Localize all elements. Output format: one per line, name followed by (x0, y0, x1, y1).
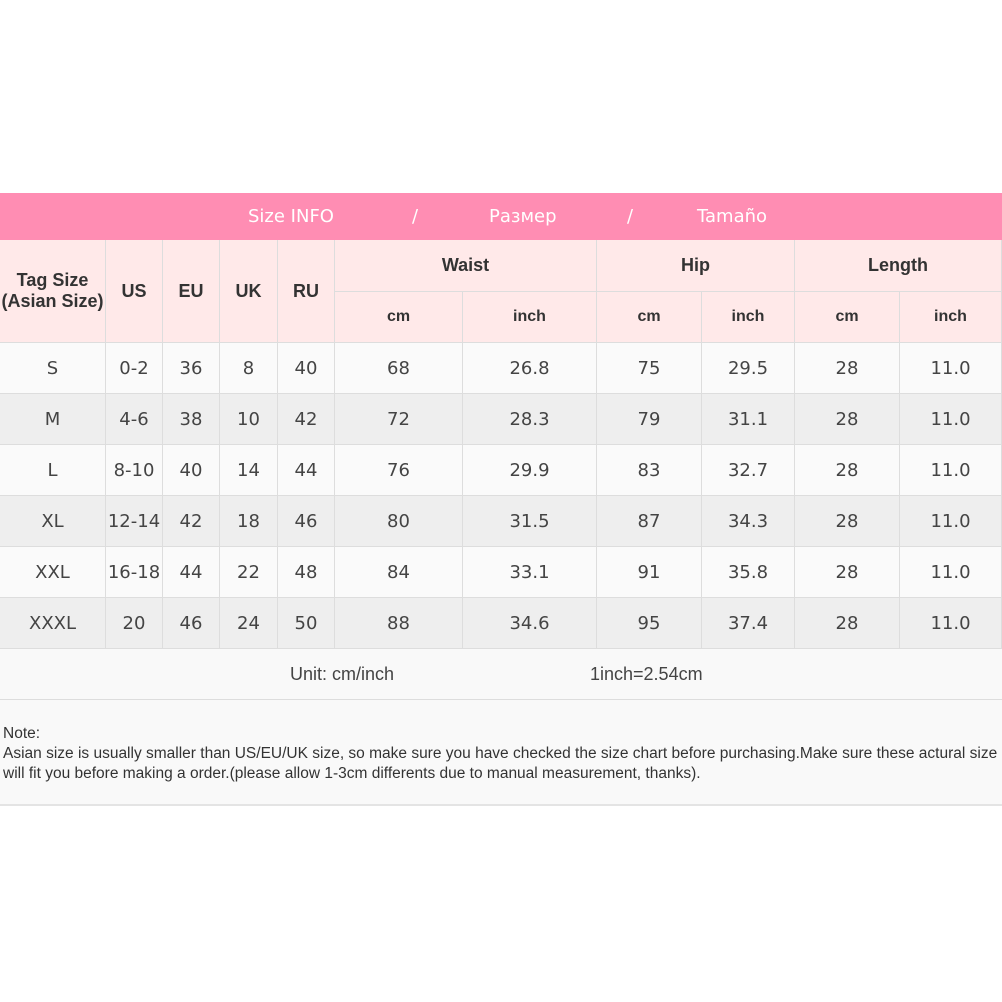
table-cell: 68 (335, 343, 463, 394)
table-cell: 34.6 (463, 598, 597, 649)
table-cell: 14 (220, 445, 278, 496)
table-cell: 4-6 (106, 394, 163, 445)
table-cell: L (0, 445, 106, 496)
table-cell: 28 (795, 496, 900, 547)
table-cell: 84 (335, 547, 463, 598)
table-cell: S (0, 343, 106, 394)
table-cell: XXL (0, 547, 106, 598)
table-cell: 48 (278, 547, 335, 598)
table-cell: 79 (597, 394, 702, 445)
header-waist: Waist (335, 240, 597, 292)
table-cell: 50 (278, 598, 335, 649)
header-tag: Tag Size (Asian Size) (0, 240, 106, 343)
header-us: US (106, 240, 163, 343)
table-cell: 34.3 (702, 496, 795, 547)
table-cell: 35.8 (702, 547, 795, 598)
header-length: Length (795, 240, 1002, 292)
table-cell: 24 (220, 598, 278, 649)
header-unit: inch (463, 292, 597, 343)
header-ru: RU (278, 240, 335, 343)
table-cell: 28 (795, 343, 900, 394)
table-cell: 18 (220, 496, 278, 547)
table-cell: 38 (163, 394, 220, 445)
header-unit: inch (702, 292, 795, 343)
table-cell: 29.5 (702, 343, 795, 394)
note-label: Note: (3, 725, 41, 742)
table-cell: 72 (335, 394, 463, 445)
table-cell: 83 (597, 445, 702, 496)
table-cell: 76 (335, 445, 463, 496)
table-cell: 10 (220, 394, 278, 445)
table-cell: 87 (597, 496, 702, 547)
note-section: Note: Asian size is usually smaller than… (0, 700, 1002, 806)
table-cell: 8-10 (106, 445, 163, 496)
table-cell: 75 (597, 343, 702, 394)
table-cell: 11.0 (900, 496, 1002, 547)
table-cell: 28.3 (463, 394, 597, 445)
table-cell: 28 (795, 394, 900, 445)
table-cell: 16-18 (106, 547, 163, 598)
table-cell: 46 (278, 496, 335, 547)
header-eu: EU (163, 240, 220, 343)
table-cell: 36 (163, 343, 220, 394)
table-cell: M (0, 394, 106, 445)
table-cell: 11.0 (900, 598, 1002, 649)
table-cell: 11.0 (900, 547, 1002, 598)
table-cell: 29.9 (463, 445, 597, 496)
table-cell: XXXL (0, 598, 106, 649)
table-cell: 12-14 (106, 496, 163, 547)
table-cell: 11.0 (900, 445, 1002, 496)
table-cell: 11.0 (900, 394, 1002, 445)
table-cell: 8 (220, 343, 278, 394)
unit-label: Unit: cm/inch (290, 664, 395, 684)
table-cell: 31.5 (463, 496, 597, 547)
table-cell: 46 (163, 598, 220, 649)
header-uk: UK (220, 240, 278, 343)
table-cell: 20 (106, 598, 163, 649)
table-cell: 42 (278, 394, 335, 445)
title-separator: / (412, 206, 419, 227)
header-unit: inch (900, 292, 1002, 343)
size-info-banner: Size INFO / Размер / Tamaño (0, 193, 1002, 240)
table-cell: 32.7 (702, 445, 795, 496)
table-cell: 0-2 (106, 343, 163, 394)
table-cell: 31.1 (702, 394, 795, 445)
table-cell: 28 (795, 598, 900, 649)
header-unit: cm (597, 292, 702, 343)
table-cell: 28 (795, 445, 900, 496)
table-cell: 42 (163, 496, 220, 547)
header-unit: cm (795, 292, 900, 343)
table-cell: 88 (335, 598, 463, 649)
table-cell: 33.1 (463, 547, 597, 598)
table-cell: 44 (163, 547, 220, 598)
table-cell: 95 (597, 598, 702, 649)
table-cell: 26.8 (463, 343, 597, 394)
table-cell: 40 (278, 343, 335, 394)
note-text: Asian size is usually smaller than US/EU… (3, 745, 998, 782)
header-hip: Hip (597, 240, 795, 292)
table-cell: 91 (597, 547, 702, 598)
header-unit: cm (335, 292, 463, 343)
table-cell: XL (0, 496, 106, 547)
title-size-info: Size INFO (248, 206, 334, 227)
table-cell: 40 (163, 445, 220, 496)
table-cell: 11.0 (900, 343, 1002, 394)
table-cell: 80 (335, 496, 463, 547)
conversion-label: 1inch=2.54cm (590, 664, 703, 684)
unit-row: Unit: cm/inch 1inch=2.54cm (0, 649, 1002, 700)
table-cell: 22 (220, 547, 278, 598)
table-cell: 28 (795, 547, 900, 598)
title-separator: / (627, 206, 634, 227)
table-cell: 44 (278, 445, 335, 496)
title-tamano: Tamaño (697, 206, 768, 227)
title-razmer: Размер (489, 206, 557, 227)
table-cell: 37.4 (702, 598, 795, 649)
